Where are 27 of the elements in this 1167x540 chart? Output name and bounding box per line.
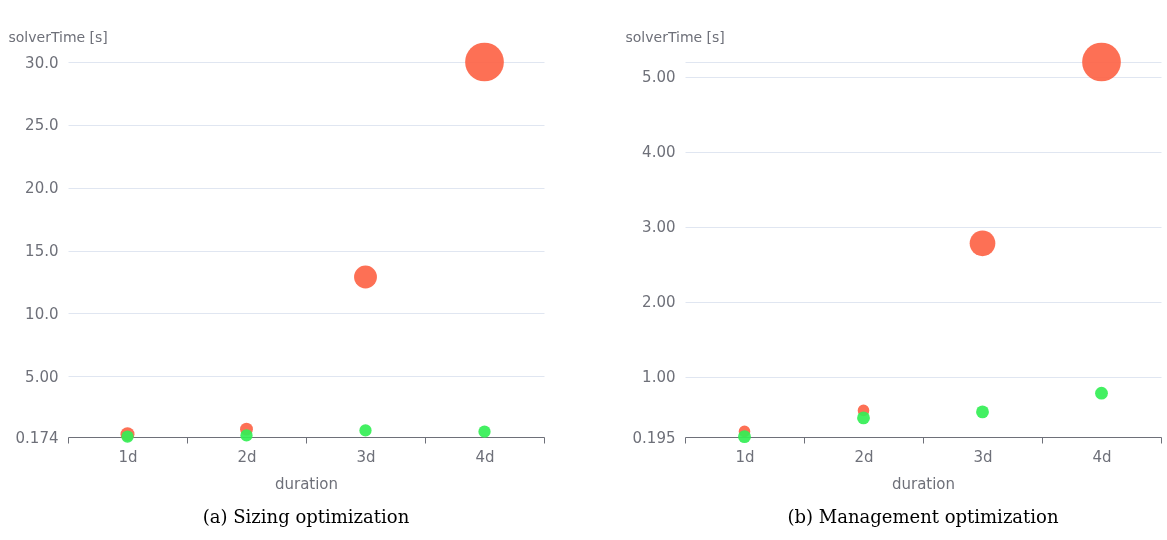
y-tick-label: 2.00 [642,293,676,312]
x-axis-title: duration [274,474,339,493]
text: (a) Sizing optimization [202,506,410,527]
y-tick-label: 0.174 [15,428,59,447]
text: (b) Management optimization [787,506,1059,527]
x-tick-label: 4d [1092,447,1112,466]
x-tick-label: 3d [356,447,376,466]
y-tick-label: 4.00 [642,143,676,162]
x-tick-label: 1d [735,447,755,466]
y-tick-label: 30.0 [25,53,59,72]
x-axis-title: duration [891,474,956,493]
y-tick-label: 3.00 [642,218,676,237]
y-axis-title: solverTime [s] [8,28,108,45]
x-tick-label: 1d [118,447,138,466]
x-tick-label: 4d [475,447,495,466]
y-tick-label: 10.0 [25,304,59,323]
y-tick-label: 5.00 [642,68,676,87]
y-tick-label: 1.00 [642,368,676,387]
y-axis-title: solverTime [s] [625,28,725,45]
y-tick-label: 15.0 [25,242,59,261]
x-tick-label: 3d [973,447,993,466]
y-tick-label: 0.195 [632,428,676,447]
y-tick-label: 20.0 [25,179,59,198]
y-tick-label: 5.00 [25,367,59,386]
x-tick-label: 2d [237,447,257,466]
x-tick-label: 2d [854,447,874,466]
y-tick-label: 25.0 [25,116,59,135]
